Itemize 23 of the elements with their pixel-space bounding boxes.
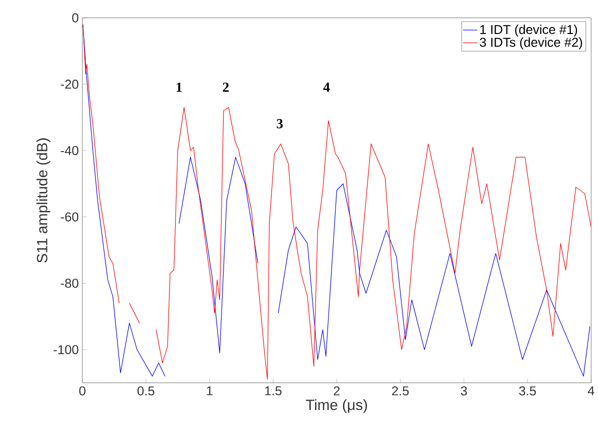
y-tick-label: 0 — [72, 13, 78, 22]
y-tick-label: -60 — [60, 212, 78, 222]
y-tick-label: -40 — [60, 146, 78, 155]
y-axis-title: S11 amplitude (dB) — [36, 138, 50, 262]
annotation: 3 — [276, 118, 283, 128]
x-tick-label: 3 — [460, 386, 467, 396]
x-tick-label: 0.5 — [137, 386, 154, 396]
x-tick-label: 0 — [79, 386, 86, 396]
x-tick-label: 1.5 — [265, 386, 282, 396]
x-tick-label: 1 — [206, 386, 212, 395]
legend-label: 3 IDTs (device #2) — [480, 37, 582, 50]
annotation: 4 — [323, 82, 330, 92]
x-tick-label: 4 — [588, 386, 594, 395]
x-tick-label: 2.5 — [392, 386, 409, 396]
annotation: 1 — [176, 82, 182, 92]
x-tick-label: 2 — [334, 386, 340, 396]
x-tick-label: 3.5 — [519, 386, 536, 396]
y-tick-label: -20 — [60, 79, 78, 89]
y-tick-label: -80 — [60, 278, 78, 288]
legend-label: 1 IDT (device #1) — [480, 24, 578, 36]
annotation: 2 — [222, 82, 229, 92]
x-axis-title: Time (μs) — [306, 399, 367, 413]
y-tick-label: -100 — [54, 344, 78, 354]
